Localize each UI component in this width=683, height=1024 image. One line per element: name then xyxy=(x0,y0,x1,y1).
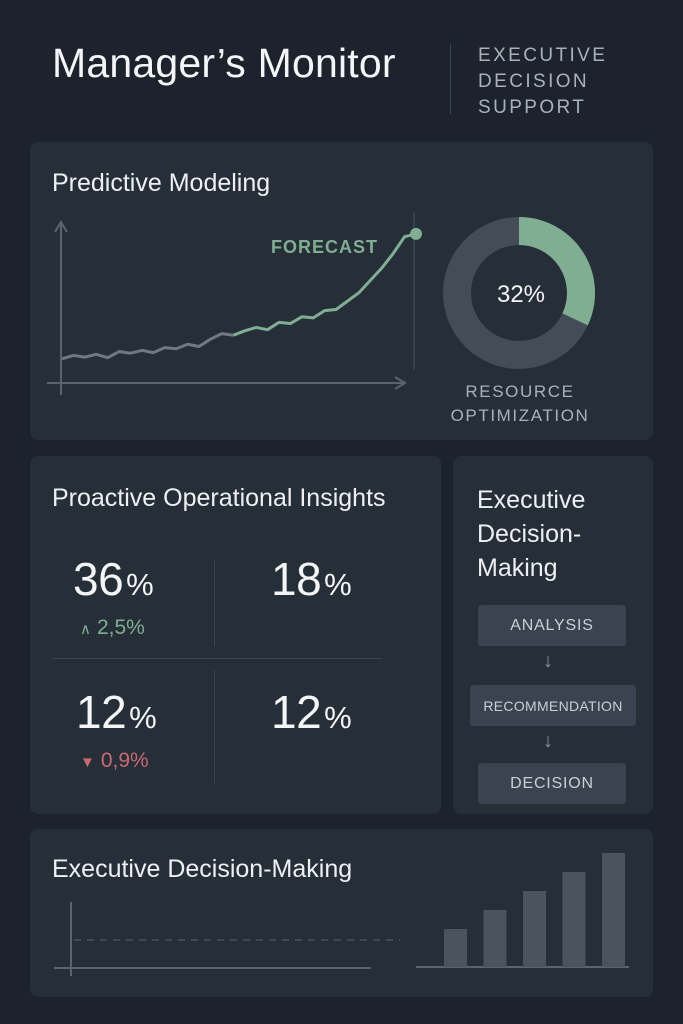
forecast-label: FORECAST xyxy=(271,237,378,257)
bar-series xyxy=(444,853,625,967)
historical-series-line xyxy=(61,332,234,361)
metric-4-value: 12% xyxy=(271,686,352,738)
forecast-endpoint-marker xyxy=(410,227,422,240)
predictive-modeling-card: Predictive Modeling xyxy=(30,142,653,440)
page-title: Manager’s Monitor xyxy=(52,40,396,86)
metric-3-delta: ▼ 0,9% xyxy=(80,749,149,772)
insights-horizontal-divider xyxy=(52,658,382,659)
insights-vertical-divider-top xyxy=(214,560,215,646)
forecast-line-chart: FORECAST 32% xyxy=(47,212,595,395)
donut-label: RESOURCE OPTIMIZATION xyxy=(450,382,590,425)
flow-step-decision: DECISION xyxy=(478,763,626,804)
metric-3-value: 12% xyxy=(76,686,157,738)
flow-step-recommendation: RECOMMENDATION xyxy=(470,685,636,726)
decision-flow-title: Executive Decision- Making xyxy=(477,486,586,582)
forecast-series-line xyxy=(232,232,417,337)
operational-insights-card: Proactive Operational Insights xyxy=(30,456,441,814)
donut-value: 32% xyxy=(497,281,545,308)
bar-1 xyxy=(444,929,467,967)
flow-step-analysis: ANALYSIS xyxy=(478,605,626,646)
arrow-down-icon: ↓ xyxy=(543,730,553,752)
header-divider xyxy=(450,44,451,114)
operational-insights-title: Proactive Operational Insights xyxy=(52,484,386,512)
bar-4 xyxy=(562,872,586,967)
page-subtitle: EXECUTIVE DECISION SUPPORT xyxy=(478,45,608,118)
bottom-decision-title: Executive Decision-Making xyxy=(52,855,353,883)
arrow-down-icon: ↓ xyxy=(543,650,553,672)
metric-2-value: 18% xyxy=(271,553,352,605)
metric-1-delta: ∧ 2,5% xyxy=(80,616,145,639)
bar-3 xyxy=(523,891,546,967)
bottom-decision-charts xyxy=(54,853,629,976)
metric-1-value: 36% xyxy=(73,553,154,605)
bar-5 xyxy=(602,853,625,967)
x-axis-arrow-head xyxy=(394,376,407,390)
donut-value-arc xyxy=(518,217,595,326)
triangle-down-icon: ▼ xyxy=(80,754,95,771)
predictive-modeling-title: Predictive Modeling xyxy=(52,169,271,197)
insights-vertical-divider-bottom xyxy=(214,670,215,783)
arrow-up-icon: ∧ xyxy=(80,621,91,638)
y-axis-arrow-head xyxy=(54,220,68,233)
bar-2 xyxy=(483,910,507,967)
